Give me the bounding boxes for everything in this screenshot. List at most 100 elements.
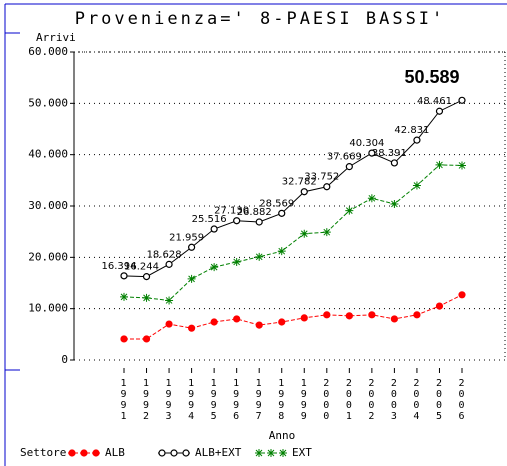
data-point [345,312,353,320]
data-point [390,315,398,323]
data-point [413,136,421,144]
legend-marker [267,449,275,457]
data-point [435,302,444,310]
data-label: 18.628 [147,249,182,260]
chart-title: Provenienza=' 8-PAESI BASSI' [75,9,446,29]
data-point [368,149,376,157]
data-label: 32.782 [282,177,317,188]
data-point [120,335,128,343]
data-point [412,181,421,190]
data-point [255,218,263,226]
legend-marker [170,449,178,457]
data-label: 28.569 [259,198,294,209]
data-point [188,243,196,251]
data-point [368,311,376,319]
legend-label: EXT [292,446,312,459]
legend-marker [158,449,166,457]
data-point [300,229,309,238]
x-tick-label: 1997 [253,378,264,422]
x-tick-label: 1995 [208,378,219,422]
data-label: 21.959 [169,232,204,243]
data-point [120,292,128,301]
y-tick-label: 40.000 [28,148,68,161]
data-point [142,273,151,281]
y-tick-label: 30.000 [28,199,68,212]
data-point [458,96,466,104]
x-tick-label: 2000 [321,378,332,422]
x-tick-label: 1998 [276,378,287,422]
data-label: 42.831 [394,125,429,136]
data-point [120,272,128,280]
data-point [233,217,241,225]
legend-title: Settore [20,446,66,459]
legend-marker [68,449,76,457]
y-tick-label: 20.000 [28,250,68,263]
data-label: 40.304 [349,138,384,149]
legend-marker [255,449,263,457]
data-point [300,188,308,196]
data-label: 27.130 [214,206,249,217]
x-tick-label: 2002 [366,378,377,422]
data-point [345,206,354,215]
data-point [142,335,151,343]
legend-label: ALB+EXT [195,446,242,459]
data-point [390,159,398,167]
data-point [233,315,241,323]
data-point [345,163,353,171]
x-tick-label: 1999 [298,378,309,422]
data-point [210,263,219,272]
data-point [322,228,331,237]
legend-marker [279,449,287,457]
series-line [123,164,463,301]
data-label: 50.589 [404,67,459,87]
data-point [390,199,399,208]
data-point [255,321,263,329]
y-tick-label: 0 [61,353,68,366]
data-point [323,311,331,319]
data-point [210,225,218,233]
x-tick-label: 1996 [231,378,242,422]
data-point [255,252,264,261]
series-line [123,99,463,278]
x-tick-label: 2003 [388,378,399,422]
data-point [277,247,286,256]
data-label: 37.669 [327,152,362,163]
data-label: 33.752 [304,172,339,183]
y-tick-label: 60.000 [28,45,68,58]
data-label: 25.516 [192,214,227,225]
data-point [142,293,151,302]
data-point [458,291,466,299]
data-point [435,160,444,169]
data-point [210,318,218,326]
x-tick-label: 1991 [118,378,129,422]
data-point [458,161,466,170]
x-tick-label: 1992 [141,378,152,422]
data-point [323,183,331,191]
x-tick-label: 2006 [456,378,467,422]
series-line [124,294,463,340]
y-axis-label: Arrivi [36,31,76,44]
data-point [435,107,444,115]
data-point [165,260,173,268]
data-label: 16.244 [124,262,159,273]
x-axis-label: Anno [269,429,296,442]
data-label: 38.391 [372,148,407,159]
data-point [300,314,308,322]
x-tick-label: 2005 [433,378,444,422]
data-point [367,194,376,203]
data-point [278,318,286,326]
data-label: 48.461 [417,96,452,107]
data-label: 26.882 [237,207,272,218]
x-tick-label: 1993 [163,378,174,422]
y-tick-label: 50.000 [28,96,68,109]
legend-marker [92,449,100,457]
data-point [165,296,174,305]
data-point [187,274,196,283]
x-tick-label: 2001 [343,378,354,422]
legend-marker [80,449,88,457]
x-tick-label: 1994 [186,378,197,422]
data-point [413,311,421,319]
x-tick-label: 2004 [411,378,422,422]
